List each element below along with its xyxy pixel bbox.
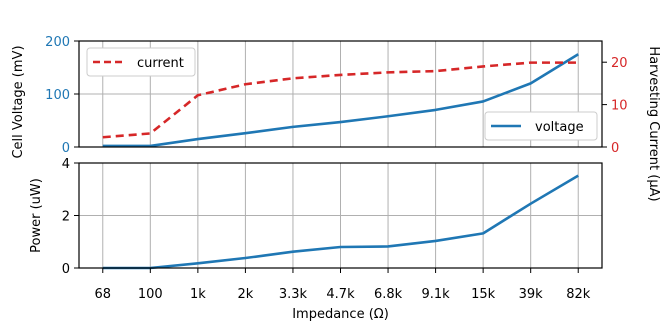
legend-voltage: voltage xyxy=(484,111,598,141)
power-tick-label: 2 xyxy=(62,210,70,225)
voltage-tick-label: 200 xyxy=(45,35,70,50)
power-tick-label: 4 xyxy=(62,157,70,172)
current-tick-label: 20 xyxy=(611,56,628,71)
x-tick-label: 2k xyxy=(238,287,254,302)
legend-current-box xyxy=(86,47,196,77)
x-tick-label: 4.7k xyxy=(326,287,355,302)
x-tick-label: 6.8k xyxy=(374,287,403,302)
voltage-tick-label: 0 xyxy=(62,141,70,156)
top-right-axis-ticks: 0 10 20 xyxy=(602,56,628,156)
x-tick-label: 3.3k xyxy=(279,287,308,302)
legend-voltage-label: voltage xyxy=(535,120,584,135)
current-tick-label: 0 xyxy=(611,141,619,156)
legend-current: current xyxy=(86,47,196,77)
x-tick-label: 15k xyxy=(471,287,496,302)
voltage-tick-label: 100 xyxy=(45,88,70,103)
impedance-axis-label: Impedance (Ω) xyxy=(292,307,389,322)
x-tick-label: 9.1k xyxy=(421,287,450,302)
bottom-left-axis-ticks: 0 2 4 xyxy=(62,157,79,277)
legend-current-label: current xyxy=(137,56,184,71)
x-tick-label: 68 xyxy=(94,287,111,302)
top-left-axis-ticks: 0 100 200 xyxy=(45,35,79,156)
cell-voltage-axis-label: Cell Voltage (mV) xyxy=(11,45,26,158)
legend-voltage-box xyxy=(484,111,598,141)
x-tick-label: 1k xyxy=(190,287,206,302)
harvesting-current-axis-label: Harvesting Current (μA) xyxy=(646,46,660,201)
power-tick-label: 0 xyxy=(62,262,70,277)
power-axis-label: Power (uW) xyxy=(29,178,44,253)
x-tick-label: 39k xyxy=(519,287,544,302)
top-panel-series xyxy=(102,53,579,148)
bottom-panel-grid xyxy=(79,162,602,269)
x-tick-label: 100 xyxy=(138,287,163,302)
current-tick-label: 10 xyxy=(611,99,628,114)
x-axis-ticks: 68 100 1k 2k 3.3k 4.7k 6.8k 9.1k 15k 39k 82k xyxy=(94,268,591,302)
x-tick-label: 82k xyxy=(566,287,591,302)
